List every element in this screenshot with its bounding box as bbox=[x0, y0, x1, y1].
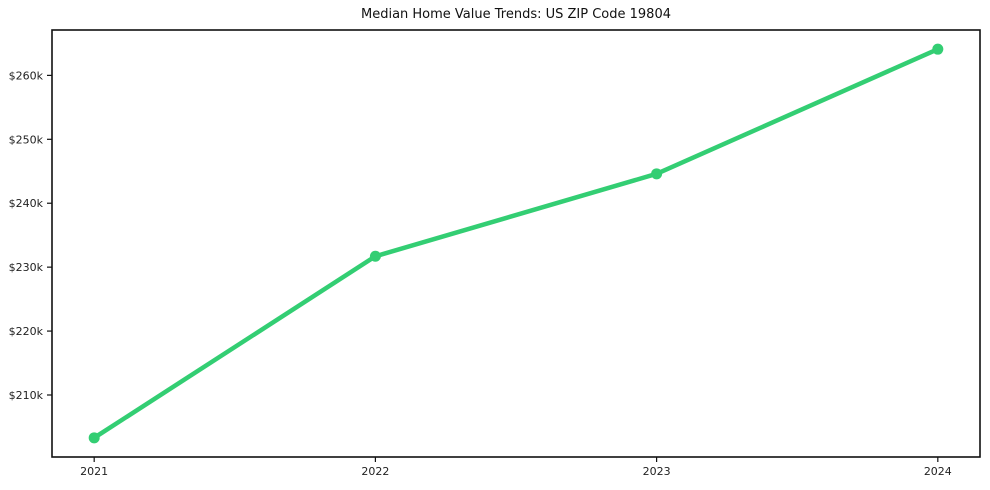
data-point-2021 bbox=[88, 432, 100, 444]
y-axis-tick-label: $230k bbox=[9, 261, 44, 274]
x-axis-tick-label: 2022 bbox=[361, 465, 389, 478]
y-axis-tick-label: $220k bbox=[9, 325, 44, 338]
y-axis-tick-label: $210k bbox=[9, 389, 44, 402]
y-axis-tick-label: $240k bbox=[9, 197, 44, 210]
chart-title: Median Home Value Trends: US ZIP Code 19… bbox=[360, 7, 671, 22]
plot-border bbox=[51, 29, 981, 458]
data-point-2024 bbox=[932, 43, 944, 55]
trend-line bbox=[91, 46, 941, 441]
x-axis-tick-label: 2023 bbox=[643, 465, 671, 478]
x-axis-tick-label: 2021 bbox=[80, 465, 108, 478]
y-axis-tick-label: $260k bbox=[9, 69, 44, 82]
data-point-2023 bbox=[651, 168, 663, 180]
x-axis-tick-label: 2024 bbox=[924, 465, 952, 478]
data-point-2022 bbox=[369, 250, 381, 262]
y-axis-tick-label: $250k bbox=[9, 133, 44, 146]
